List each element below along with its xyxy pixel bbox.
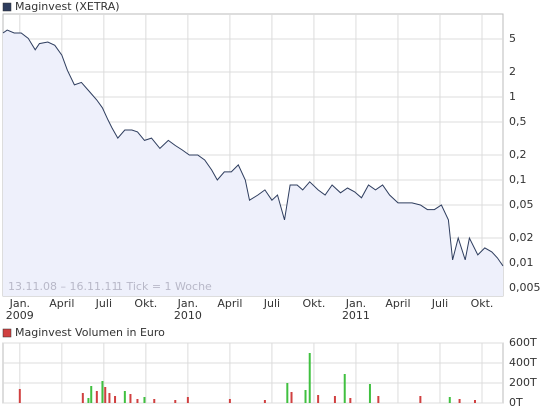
volume-bar bbox=[333, 396, 336, 403]
volume-bar bbox=[87, 398, 90, 403]
volume-bar bbox=[228, 399, 231, 403]
y-tick-label: 1 bbox=[509, 90, 516, 103]
volume-bar bbox=[308, 353, 311, 403]
y-tick-label: 0,2 bbox=[509, 148, 527, 161]
x-tick-label: Okt. bbox=[303, 297, 326, 310]
y-tick-label: 5 bbox=[509, 32, 516, 45]
area-fill bbox=[3, 30, 503, 296]
x-tick-label: April bbox=[49, 297, 74, 310]
y-tick-label: 200T bbox=[509, 376, 537, 389]
volume-bar bbox=[18, 389, 21, 403]
annotation: 13.11.08 – 16.11.11 bbox=[8, 280, 118, 293]
volume-bar bbox=[153, 399, 156, 403]
volume-bar bbox=[104, 387, 107, 403]
volume-bar bbox=[95, 391, 98, 403]
x-tick-label: April bbox=[217, 297, 242, 310]
volume-bar bbox=[377, 396, 380, 403]
volume-bar bbox=[263, 400, 266, 403]
volume-bar bbox=[419, 396, 422, 403]
legend-swatch bbox=[2, 2, 12, 12]
volume-bar bbox=[368, 384, 371, 403]
y-tick-label: 0,01 bbox=[509, 256, 534, 269]
x-year-label: 2011 bbox=[342, 309, 370, 322]
volume-bar bbox=[290, 392, 293, 403]
y-tick-label: 600T bbox=[509, 336, 537, 349]
volume-bar bbox=[343, 374, 346, 403]
volume-bar bbox=[304, 390, 307, 403]
y-tick-label: 0,05 bbox=[509, 198, 534, 211]
price-line bbox=[2, 29, 504, 267]
volume-bar bbox=[136, 399, 139, 403]
x-tick-label: Jan. bbox=[345, 297, 366, 310]
y-tick-label: 0,005 bbox=[509, 281, 541, 294]
volume-bar bbox=[81, 393, 84, 403]
x-year-label: 2009 bbox=[6, 309, 34, 322]
y-tick-label: 0,02 bbox=[509, 231, 534, 244]
volume-bar bbox=[90, 386, 93, 403]
y-tick-label: 0,1 bbox=[509, 173, 527, 186]
volume-bar bbox=[108, 393, 111, 403]
y-tick-label: 400T bbox=[509, 356, 537, 369]
volume-bar bbox=[123, 391, 126, 403]
plot-area bbox=[2, 342, 504, 404]
x-tick-label: Jan. bbox=[177, 297, 198, 310]
y-tick-label: 2 bbox=[509, 65, 516, 78]
y-tick-label: 0T bbox=[509, 396, 523, 409]
volume-bar bbox=[101, 381, 104, 403]
volume-bar bbox=[448, 397, 451, 403]
volume-bar bbox=[473, 400, 476, 403]
volume-bar bbox=[174, 400, 177, 403]
volume-bar bbox=[143, 397, 146, 403]
chart-title: Maginvest (XETRA) bbox=[15, 0, 120, 13]
x-tick-label: Okt. bbox=[134, 297, 157, 310]
x-tick-label: Okt. bbox=[471, 297, 494, 310]
x-tick-label: Juli bbox=[431, 297, 448, 310]
x-tick-label: Juli bbox=[95, 297, 112, 310]
chart-title: Maginvest Volumen in Euro bbox=[15, 326, 165, 339]
x-year-label: 2010 bbox=[174, 309, 202, 322]
legend-swatch bbox=[2, 328, 12, 338]
x-tick-label: April bbox=[385, 297, 410, 310]
y-tick-label: 0,5 bbox=[509, 115, 527, 128]
volume-bar bbox=[114, 396, 117, 403]
volume-bar bbox=[186, 397, 189, 403]
annotation: 1 Tick = 1 Woche bbox=[116, 280, 212, 293]
volume-bar bbox=[129, 394, 132, 403]
x-tick-label: Jan. bbox=[9, 297, 30, 310]
volume-bar bbox=[458, 399, 461, 403]
volume-bar bbox=[317, 395, 320, 403]
x-tick-label: Juli bbox=[263, 297, 280, 310]
volume-bar bbox=[286, 383, 289, 403]
volume-bar bbox=[349, 398, 352, 403]
